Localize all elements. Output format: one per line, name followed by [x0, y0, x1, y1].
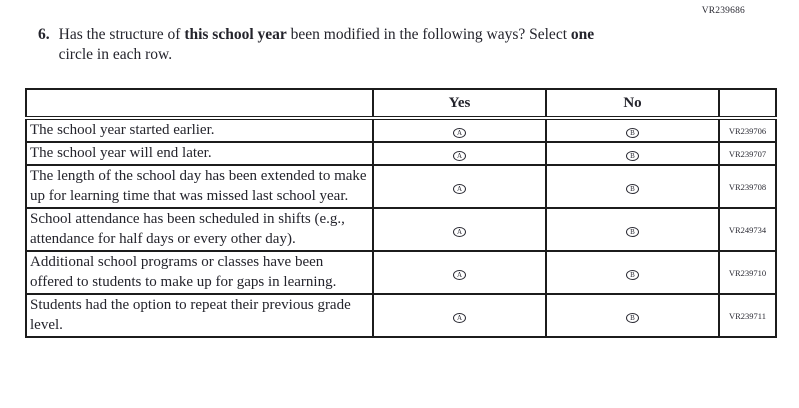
bubble-letter: A [456, 270, 463, 279]
table-header-row: Yes No [25, 88, 777, 120]
row-code: VR249734 [718, 207, 777, 252]
table-row: Additional school programs or classes ha… [25, 250, 777, 295]
question-block: 6. Has the structure of this school year… [38, 25, 753, 64]
header-yes: Yes [372, 88, 547, 120]
page-form-code: VR239686 [701, 6, 745, 16]
yes-cell: A [372, 164, 547, 209]
bubble-letter: B [630, 313, 635, 322]
bubble-letter: B [630, 227, 635, 236]
bubble-letter: A [456, 151, 463, 160]
header-no: No [545, 88, 720, 120]
table-row: The school year started earlier. A B VR2… [25, 117, 777, 143]
no-cell: B [545, 250, 720, 295]
bubble-letter: B [630, 184, 635, 193]
question-text: Has the structure of this school year be… [59, 25, 595, 64]
header-code [718, 88, 777, 120]
no-bubble[interactable]: B [626, 227, 639, 237]
statement-cell: Students had the option to repeat their … [25, 293, 374, 338]
yes-bubble[interactable]: A [453, 227, 466, 237]
no-cell: B [545, 141, 720, 166]
row-code: VR239706 [718, 117, 777, 143]
yes-bubble[interactable]: A [453, 313, 466, 323]
bubble-letter: A [456, 128, 463, 137]
bubble-letter: A [456, 313, 463, 322]
yes-bubble[interactable]: A [453, 151, 466, 161]
yes-cell: A [372, 117, 547, 143]
no-cell: B [545, 117, 720, 143]
question-text-part: been modified in the following ways? Sel… [286, 26, 571, 43]
no-cell: B [545, 207, 720, 252]
bubble-letter: A [456, 184, 463, 193]
question-text-part: Has the structure of [58, 26, 185, 43]
yes-cell: A [372, 207, 547, 252]
table-row: The school year will end later. A B VR23… [25, 141, 777, 166]
bubble-letter: B [630, 128, 635, 137]
statement-cell: The length of the school day has been ex… [25, 164, 374, 209]
no-bubble[interactable]: B [626, 151, 639, 161]
no-bubble[interactable]: B [626, 313, 639, 323]
question-text-bold: one [570, 26, 595, 43]
no-bubble[interactable]: B [626, 184, 639, 194]
yes-cell: A [372, 141, 547, 166]
question-text-bold: this school year [184, 26, 287, 43]
bubble-letter: B [630, 270, 635, 279]
row-code: VR239708 [718, 164, 777, 209]
header-statement [25, 88, 374, 120]
row-code: VR239707 [718, 141, 777, 166]
row-code: VR239711 [718, 293, 777, 338]
yes-cell: A [372, 293, 547, 338]
statement-cell: The school year started earlier. [25, 117, 374, 143]
table-row: Students had the option to repeat their … [25, 293, 777, 338]
statement-cell: The school year will end later. [25, 141, 374, 166]
question-6-response-table: Yes No The school year started earlier. … [25, 88, 777, 338]
no-bubble[interactable]: B [626, 128, 639, 138]
table-row: School attendance has been scheduled in … [25, 207, 777, 252]
question-text-part: circle in each row. [58, 45, 173, 63]
no-cell: B [545, 164, 720, 209]
yes-cell: A [372, 250, 547, 295]
yes-bubble[interactable]: A [453, 184, 466, 194]
yes-bubble[interactable]: A [453, 270, 466, 280]
statement-cell: Additional school programs or classes ha… [25, 250, 374, 295]
yes-bubble[interactable]: A [453, 128, 466, 138]
bubble-letter: A [456, 227, 463, 236]
question-number: 6. [38, 26, 50, 43]
no-cell: B [545, 293, 720, 338]
row-code: VR239710 [718, 250, 777, 295]
statement-cell: School attendance has been scheduled in … [25, 207, 374, 252]
table-row: The length of the school day has been ex… [25, 164, 777, 209]
bubble-letter: B [630, 151, 635, 160]
no-bubble[interactable]: B [626, 270, 639, 280]
